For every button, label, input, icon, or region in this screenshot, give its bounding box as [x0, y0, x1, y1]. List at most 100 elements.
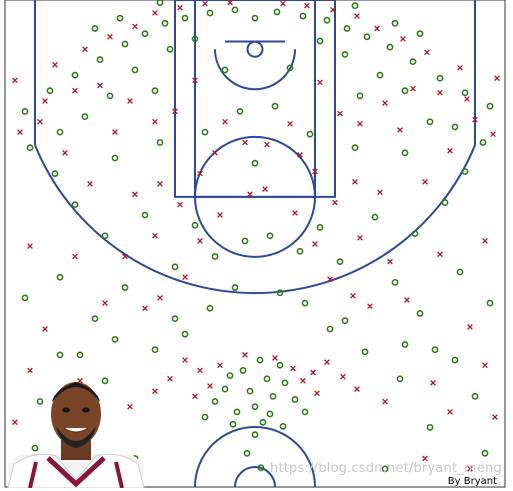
missed-shot-marker — [87, 181, 93, 187]
made-shot-marker — [479, 139, 487, 146]
missed-shot-marker — [177, 4, 183, 11]
made-shot-marker — [221, 66, 229, 74]
made-shot-marker — [31, 444, 39, 452]
missed-shot-marker — [97, 82, 103, 89]
made-shot-marker — [241, 237, 249, 245]
missed-shot-marker — [102, 300, 108, 306]
made-shot-marker — [251, 431, 259, 439]
made-shot-marker — [156, 0, 164, 6]
missed-shot-marker — [197, 170, 203, 177]
center-outer-arc — [194, 426, 316, 488]
made-shot-marker — [326, 325, 334, 333]
missed-shot-marker — [430, 380, 436, 386]
missed-shot-marker — [310, 369, 316, 376]
made-shot-marker — [351, 2, 359, 10]
made-shot-marker — [56, 128, 64, 136]
made-shot-marker — [131, 66, 139, 74]
made-shot-marker — [251, 403, 259, 411]
made-shot-marker — [239, 367, 247, 374]
made-shot-marker — [71, 71, 79, 79]
missed-shot-marker — [122, 253, 128, 260]
missed-shot-marker — [357, 234, 363, 241]
missed-shot-marker — [467, 466, 473, 472]
made-shot-marker — [291, 396, 299, 403]
made-shot-marker — [21, 107, 29, 115]
missed-shot-marker — [217, 362, 223, 369]
made-shot-marker — [151, 87, 159, 95]
made-shot-marker — [461, 168, 469, 175]
made-shot-marker — [151, 346, 159, 354]
made-shot-marker — [486, 102, 494, 110]
missed-shot-marker — [422, 178, 428, 185]
made-shot-marker — [226, 372, 234, 380]
missed-shot-marker — [152, 10, 158, 16]
made-shot-marker — [96, 56, 104, 63]
made-shot-marker — [363, 33, 371, 41]
missed-shot-marker — [324, 359, 330, 366]
missed-shot-marker — [352, 178, 358, 185]
missed-shot-marker — [152, 118, 158, 125]
made-shot-marker — [481, 449, 489, 457]
missed-shot-marker — [217, 212, 223, 218]
made-shot-marker — [316, 224, 324, 231]
missed-shot-marker — [262, 186, 268, 192]
missed-shot-marker — [404, 297, 410, 303]
missed-shot-marker — [212, 149, 218, 156]
made-shot-marker — [111, 154, 119, 162]
made-shot-marker — [361, 348, 369, 356]
missed-shot-marker — [354, 13, 360, 19]
missed-shot-marker — [242, 352, 248, 358]
made-shot-marker — [263, 375, 271, 383]
made-shot-marker — [431, 346, 439, 354]
missed-shot-marker — [192, 77, 198, 84]
missed-shot-marker — [152, 388, 158, 395]
made-shot-marker — [301, 408, 309, 416]
made-shot-marker — [416, 310, 424, 317]
made-shot-marker — [301, 299, 309, 307]
made-shot-marker — [401, 341, 409, 348]
missed-shot-marker — [330, 6, 336, 13]
missed-shot-marker — [297, 152, 303, 158]
made-shot-marker — [343, 25, 351, 32]
made-shot-marker — [259, 418, 267, 426]
missed-shot-marker — [72, 87, 78, 94]
made-shot-marker — [371, 213, 379, 221]
outer-paint — [174, 0, 336, 198]
missed-shot-marker — [482, 238, 488, 244]
missed-shot-marker — [132, 191, 138, 198]
missed-shot-marker — [132, 23, 138, 30]
missed-shot-marker — [314, 390, 320, 397]
made-shot-marker — [386, 43, 394, 51]
made-shot-marker — [166, 45, 174, 53]
made-shot-marker — [451, 356, 459, 364]
made-shot-marker — [411, 230, 419, 238]
missed-shot-marker — [152, 232, 158, 239]
missed-shot-marker — [367, 303, 373, 310]
chart-frame — [4, 0, 506, 488]
missed-shot-marker — [350, 292, 356, 299]
missed-shot-marker — [457, 65, 463, 71]
made-shot-marker — [416, 30, 424, 38]
made-shot-marker — [266, 410, 274, 418]
made-shot-marker — [141, 211, 149, 219]
made-shot-marker — [401, 149, 409, 157]
made-shot-marker — [341, 50, 349, 58]
made-shot-marker — [351, 144, 359, 152]
made-shot-marker — [456, 268, 464, 276]
made-shot-marker — [101, 377, 109, 385]
made-shot-marker — [271, 102, 279, 110]
missed-shot-marker — [157, 181, 163, 187]
made-shot-marker — [36, 398, 44, 405]
missed-shot-marker — [424, 49, 430, 56]
free-throw-circle — [194, 135, 316, 258]
made-shot-marker — [316, 37, 324, 45]
missed-shot-marker — [17, 129, 23, 135]
three-point-arc — [34, 144, 476, 295]
missed-shot-marker — [374, 25, 380, 32]
made-shot-marker — [266, 232, 274, 240]
made-shot-marker — [441, 199, 449, 206]
missed-shot-marker — [397, 127, 403, 133]
made-shot-marker — [426, 118, 434, 126]
missed-shot-marker — [42, 98, 48, 104]
missed-shot-marker — [337, 110, 343, 117]
